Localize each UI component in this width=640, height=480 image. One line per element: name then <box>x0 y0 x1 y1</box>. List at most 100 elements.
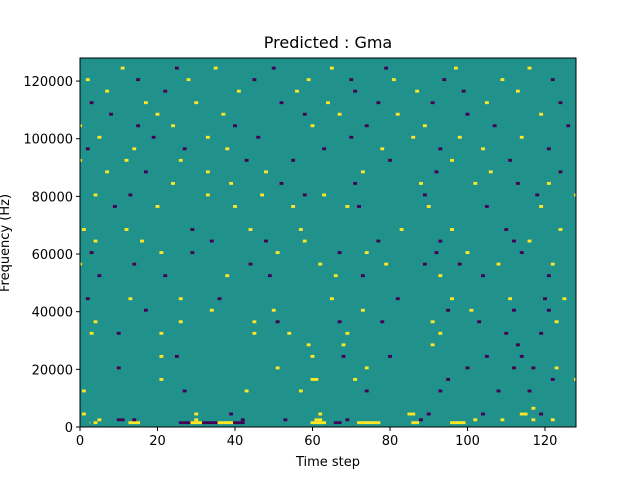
heatmap-cell-low <box>116 418 125 422</box>
heatmap-cell-high <box>326 101 330 105</box>
heatmap-cell-high <box>159 331 164 335</box>
heatmap-cell-low <box>461 89 466 93</box>
heatmap-cell-high <box>531 418 536 422</box>
heatmap-cell-low <box>422 262 427 266</box>
heatmap-cell-low <box>477 320 482 324</box>
heatmap-cell-low <box>558 170 563 174</box>
heatmap-cell-low <box>337 251 342 255</box>
heatmap-cell-high <box>318 262 323 266</box>
heatmap-cell-low <box>546 274 551 278</box>
heatmap-cell-high <box>159 354 164 358</box>
heatmap-cell-high <box>531 406 536 410</box>
heatmap-cell-low <box>271 66 276 70</box>
heatmap-cell-low <box>512 308 516 312</box>
heatmap-cell-high <box>310 124 315 128</box>
heatmap-cell-low <box>97 274 102 278</box>
heatmap-cell-high <box>496 262 501 266</box>
heatmap-cell-high <box>194 418 199 422</box>
heatmap-cell-low <box>136 124 141 128</box>
heatmap-cell-low <box>291 158 296 162</box>
heatmap-cell-high <box>357 421 381 425</box>
heatmap-cell-high <box>306 78 311 82</box>
heatmap-cell-high <box>124 158 129 162</box>
heatmap-cell-low <box>422 193 427 197</box>
y-tick-label: 20000 <box>32 363 73 378</box>
heatmap-cell-low <box>438 147 443 151</box>
heatmap-cell-high <box>415 89 420 93</box>
heatmap-cell-low <box>465 366 470 370</box>
heatmap-cell-low <box>202 421 218 425</box>
heatmap-cell-low <box>174 66 179 70</box>
heatmap-cell-low <box>116 331 121 335</box>
heatmap-cell-low <box>515 343 520 347</box>
heatmap-cell-low <box>233 124 237 128</box>
heatmap-cell-low <box>163 89 168 93</box>
heatmap-cell-high <box>539 112 544 116</box>
heatmap-cell-high <box>562 297 567 301</box>
heatmap-cell-low <box>442 78 447 82</box>
heatmap-cell-low <box>465 112 470 116</box>
heatmap-cell-high <box>105 89 110 93</box>
heatmap-cell-high <box>205 135 210 139</box>
heatmap-cell-high <box>93 421 98 425</box>
heatmap-cell-low <box>229 412 234 416</box>
heatmap-cell-low <box>434 170 439 174</box>
heatmap-cell-high <box>469 308 474 312</box>
heatmap-cell-low <box>446 308 451 312</box>
heatmap-cell-high <box>426 205 431 208</box>
heatmap-cell-high <box>411 421 420 425</box>
heatmap-cell-high <box>450 158 454 162</box>
heatmap-cell-low <box>426 412 431 416</box>
heatmap-cell-low <box>504 228 509 231</box>
heatmap-cell-low <box>345 418 350 422</box>
heatmap-cell-high <box>310 421 327 425</box>
heatmap-cell-low <box>546 147 551 151</box>
heatmap-cell-high <box>508 297 513 301</box>
heatmap-cell-low <box>244 158 249 162</box>
y-tick-label: 40000 <box>32 306 73 321</box>
heatmap-cell-low <box>333 421 342 425</box>
heatmap-cell-high <box>574 377 576 381</box>
heatmap-cell-low <box>550 78 555 82</box>
heatmap-cell-low <box>504 331 509 335</box>
heatmap-cell-low <box>132 418 137 422</box>
heatmap-cells <box>80 66 576 425</box>
heatmap-cell-high <box>93 320 98 324</box>
y-axis-label: Frequency (Hz) <box>0 194 13 292</box>
heatmap-cell-high <box>422 124 427 128</box>
heatmap-cell-high <box>217 421 234 425</box>
heatmap-cell-low <box>353 89 358 93</box>
heatmap-cell-high <box>500 78 505 82</box>
heatmap-cell-low <box>395 297 400 301</box>
heatmap-cell-low <box>341 354 346 358</box>
heatmap-cell-high <box>515 89 520 93</box>
x-tick-label: 40 <box>227 434 244 449</box>
heatmap-cell-low <box>527 389 532 393</box>
heatmap-cell-high <box>298 389 303 393</box>
heatmap-cell-low <box>252 78 257 82</box>
heatmap-cell-high <box>430 320 435 324</box>
heatmap-cell-low <box>302 112 307 116</box>
heatmap-cell-low <box>434 251 439 255</box>
heatmap-cell-high <box>473 181 478 185</box>
heatmap-cell-low <box>484 205 489 208</box>
heatmap-cell-high <box>430 343 435 347</box>
heatmap-cell-low <box>360 274 365 278</box>
heatmap-cell-high <box>353 377 358 381</box>
heatmap-cell-low <box>380 320 385 324</box>
heatmap-cell-high <box>81 412 86 416</box>
heatmap-cell-high <box>484 101 489 105</box>
heatmap-cell-high <box>306 343 311 347</box>
heatmap-cell-high <box>221 112 226 116</box>
heatmap-cell-high <box>318 412 323 416</box>
x-tick-label: 120 <box>533 434 558 449</box>
heatmap-cell-low <box>546 308 551 312</box>
heatmap-cell-high <box>519 412 528 416</box>
heatmap-cell-high <box>97 135 102 139</box>
x-axis-label: Time step <box>295 455 360 470</box>
heatmap-cell-high <box>155 205 160 208</box>
heatmap-cell-low <box>163 274 168 278</box>
heatmap-cell-low <box>337 320 342 324</box>
heatmap-cell-low <box>515 181 520 185</box>
heatmap-cell-low <box>209 239 214 243</box>
